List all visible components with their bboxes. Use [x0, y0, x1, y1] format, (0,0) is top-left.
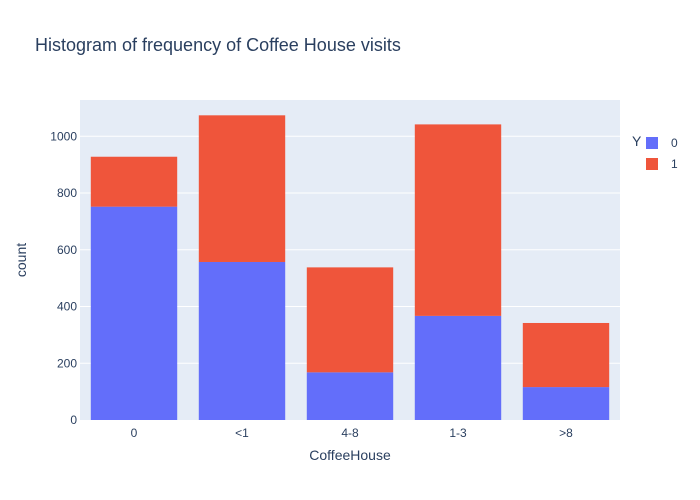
x-tick-label: 1-3: [449, 426, 467, 440]
bar->8-series-1: [522, 322, 610, 388]
bars: [90, 115, 610, 420]
legend-label-1: 1: [671, 157, 678, 171]
legend: Y 0 1: [632, 133, 678, 171]
legend-title: Y: [632, 133, 642, 149]
y-tick-label: 1000: [50, 129, 77, 143]
y-tick-label: 200: [57, 356, 77, 370]
y-tick-label: 800: [57, 186, 77, 200]
legend-swatch-0: [646, 137, 658, 149]
bar-<1-series-1: [198, 115, 286, 262]
x-tick-label: 4-8: [341, 426, 359, 440]
legend-label-0: 0: [671, 136, 678, 150]
chart-title: Histogram of frequency of Coffee House v…: [35, 35, 401, 55]
y-tick-label: 0: [70, 413, 77, 427]
y-tick-label: 400: [57, 300, 77, 314]
x-axis-label: CoffeeHouse: [309, 447, 391, 463]
bar-<1-series-0: [198, 261, 286, 420]
bar-0-series-1: [90, 156, 178, 207]
y-axis-label: count: [13, 243, 29, 277]
bar-4-8-series-0: [306, 372, 394, 420]
bar-1-3-series-1: [414, 124, 502, 316]
x-tick-label: 0: [131, 426, 138, 440]
y-tick-label: 600: [57, 243, 77, 257]
bar-0-series-0: [90, 206, 178, 420]
x-ticks: 0 <1 4-8 1-3 >8: [131, 426, 574, 440]
x-tick-label: <1: [235, 426, 249, 440]
x-tick-label: >8: [559, 426, 573, 440]
bar-4-8-series-1: [306, 267, 394, 373]
bar-1-3-series-0: [414, 315, 502, 420]
legend-swatch-1: [646, 158, 658, 170]
bar->8-series-0: [522, 387, 610, 420]
y-ticks: 0 200 400 600 800 1000: [50, 129, 77, 427]
